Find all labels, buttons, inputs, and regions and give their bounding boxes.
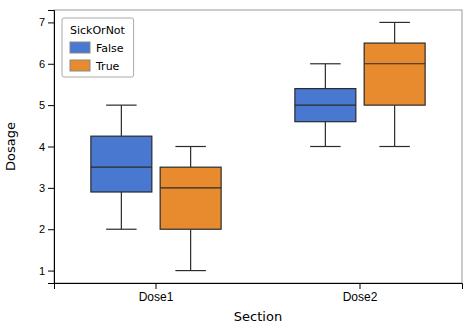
median	[364, 63, 425, 64]
cap-high	[106, 105, 136, 106]
x-tick-label: Dose1	[139, 290, 174, 304]
x-axis-line	[55, 284, 463, 290]
median	[160, 187, 221, 188]
x-tick-label: Dose2	[343, 290, 378, 304]
y-tick-label: 4	[39, 141, 45, 153]
cap-low	[379, 146, 409, 147]
chart: 1 2 3 4 5 6 7 Dose1 Dose2 Section Dosage SickOrNot F…	[0, 0, 474, 329]
y-tick: 6	[39, 58, 54, 70]
box-plot	[160, 147, 221, 271]
box	[91, 136, 152, 192]
y-tick: 2	[39, 223, 54, 235]
y-tick-label: 2	[39, 223, 45, 235]
legend-label: True	[95, 60, 120, 73]
y-tick: 4	[39, 141, 54, 153]
legend-frame	[62, 18, 134, 77]
x-tick-mark	[156, 283, 157, 289]
cap-high	[310, 63, 340, 64]
y-tick: 5	[39, 99, 54, 111]
cap-low	[106, 229, 136, 230]
y-tick-label: 3	[39, 182, 45, 194]
x-axis: Dose1 Dose2	[55, 283, 463, 304]
whisker-high	[394, 22, 395, 43]
cap-low	[310, 146, 340, 147]
whisker-high	[190, 147, 191, 168]
cap-high	[379, 22, 409, 23]
whisker-low	[394, 105, 395, 146]
whisker-high	[325, 64, 326, 89]
y-tick-mark	[48, 147, 54, 148]
box	[364, 43, 425, 105]
cap-high	[175, 146, 205, 147]
y-tick: 3	[39, 182, 54, 194]
y-tick: 7	[39, 16, 54, 28]
y-tick-label: 5	[39, 99, 45, 111]
box	[295, 89, 356, 122]
legend-label: False	[96, 42, 124, 55]
legend: SickOrNot False True	[62, 18, 134, 77]
box-plot	[295, 64, 356, 147]
whisker-high	[121, 105, 122, 136]
y-tick-mark	[48, 22, 54, 23]
y-axis-line	[48, 11, 55, 284]
y-tick-mark	[48, 271, 54, 272]
x-tick: Dose1	[139, 283, 174, 304]
y-tick-mark	[48, 64, 54, 65]
y-tick-mark	[48, 188, 54, 189]
plot-frame	[54, 10, 462, 283]
x-axis-title: Section	[234, 309, 282, 324]
legend-swatch	[70, 60, 90, 71]
box-plot	[91, 105, 152, 229]
y-tick: 1	[39, 265, 54, 277]
whisker-low	[325, 122, 326, 147]
y-tick-label: 6	[39, 58, 45, 70]
y-tick-label: 7	[39, 16, 45, 28]
whisker-low	[121, 192, 122, 229]
x-tick-mark	[360, 283, 361, 289]
box	[160, 167, 221, 229]
y-tick-mark	[48, 105, 54, 106]
legend-swatch	[70, 42, 90, 53]
cap-low	[175, 270, 205, 271]
x-tick: Dose2	[343, 283, 378, 304]
boxes	[91, 22, 425, 270]
y-tick-label: 1	[39, 265, 45, 277]
median	[91, 167, 152, 168]
y-axis-title: Dosage	[3, 122, 18, 171]
y-axis: 1 2 3 4 5 6 7	[39, 11, 55, 284]
median	[295, 105, 356, 106]
legend-title: SickOrNot	[70, 24, 126, 37]
whisker-low	[190, 229, 191, 270]
y-tick-mark	[48, 229, 54, 230]
plot: 1 2 3 4 5 6 7 Dose1 Dose2	[39, 10, 463, 304]
box-plot	[364, 22, 425, 146]
